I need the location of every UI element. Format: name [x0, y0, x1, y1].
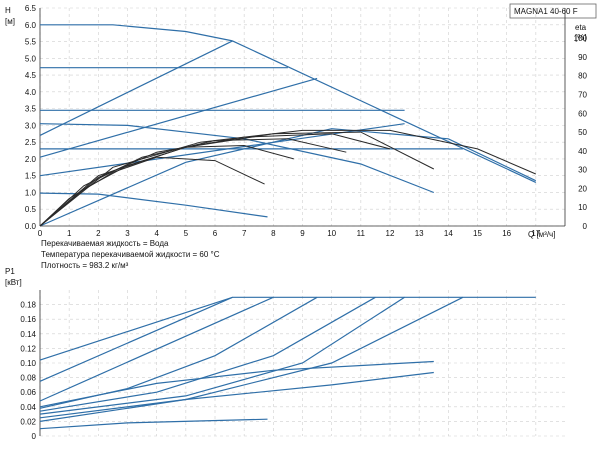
- p1-tick-label: 0.02: [20, 417, 36, 426]
- eta-tick-label: 10: [578, 203, 587, 212]
- p1-tick-label: 0.18: [20, 301, 36, 310]
- h-axis-label: H: [5, 6, 11, 15]
- power-curve: [39, 296, 376, 412]
- head-curve: [39, 77, 318, 158]
- power-curve: [39, 296, 318, 409]
- q-tick-label: 5: [184, 229, 189, 238]
- q-tick-label: 17: [531, 229, 540, 238]
- note-density: Плотность = 983.2 кг/м³: [41, 261, 129, 270]
- eta-tick-label: 70: [578, 91, 587, 100]
- h-tick-label: 1.5: [25, 172, 37, 181]
- head-curve: [39, 123, 435, 194]
- eta-tick-label: 0: [583, 222, 588, 231]
- p1-axis-label: P1: [5, 267, 15, 276]
- eta-tick-label: 100: [574, 34, 588, 43]
- q-tick-label: 7: [242, 229, 247, 238]
- head-curve: [39, 40, 233, 136]
- h-tick-label: 0.5: [25, 205, 37, 214]
- q-tick-label: 10: [327, 229, 336, 238]
- efficiency-curve: [39, 129, 536, 227]
- chart-title: MAGNA1 40-60 F: [514, 7, 578, 16]
- note-temperature: Температура перекачиваемой жидкости = 60…: [41, 250, 220, 259]
- q-tick-label: 2: [96, 229, 101, 238]
- power-curve: [39, 296, 274, 402]
- h-tick-label: 0.0: [25, 222, 37, 231]
- power-curve: [39, 296, 536, 361]
- eta-tick-label: 30: [578, 166, 587, 175]
- eta-tick-label: 90: [578, 53, 587, 62]
- h-tick-label: 5.5: [25, 38, 37, 47]
- q-tick-label: 8: [271, 229, 276, 238]
- q-tick-label: 6: [213, 229, 218, 238]
- h-tick-label: 6.5: [25, 4, 37, 13]
- efficiency-curve: [39, 131, 435, 227]
- power-curve: [39, 360, 434, 408]
- power-curve: [39, 296, 405, 415]
- power-curve: [39, 296, 464, 419]
- head-curve: [39, 128, 537, 227]
- power-curve: [39, 418, 268, 430]
- eta-axis-label: eta: [575, 23, 587, 32]
- eta-tick-label: 80: [578, 72, 587, 81]
- q-tick-label: 14: [444, 229, 453, 238]
- h-tick-label: 2.0: [25, 155, 37, 164]
- head-curve: [232, 40, 537, 183]
- q-tick-label: 15: [473, 229, 482, 238]
- p1-tick-label: 0.04: [20, 403, 36, 412]
- q-axis-label: Q [м³/ч]: [528, 230, 555, 239]
- q-tick-label: 16: [502, 229, 511, 238]
- p1-tick-label: 0.10: [20, 359, 36, 368]
- p1-tick-label: 0: [32, 432, 37, 441]
- head-curve: [39, 192, 268, 218]
- title-box: [509, 3, 597, 19]
- p1-tick-label: 0.08: [20, 374, 36, 383]
- note-fluid: Перекачиваемая жидкость = Вода: [41, 239, 169, 248]
- h-tick-label: 2.5: [25, 138, 37, 147]
- h-tick-label: 4.5: [25, 71, 37, 80]
- q-tick-label: 13: [415, 229, 424, 238]
- q-tick-label: 1: [67, 229, 72, 238]
- h-tick-label: 1.0: [25, 188, 37, 197]
- head-curve: [39, 123, 405, 177]
- eta-tick-label: 20: [578, 184, 587, 193]
- head-eta-plot: 0.0 0.5 1.0 1.5 2.0 2.5 3.0 3.5 4.0 4.5 5.0 5.5 6.0 6…: [25, 4, 588, 238]
- q-tick-label: 0: [38, 229, 43, 238]
- p1-tick-label: 0.12: [20, 344, 36, 353]
- p1-tick-label: 0.16: [20, 315, 36, 324]
- eta-axis-unit: [%]: [575, 33, 587, 42]
- h-tick-label: 3.0: [25, 121, 37, 130]
- efficiency-curve: [39, 138, 347, 227]
- q-tick-label: 4: [154, 229, 159, 238]
- q-tick-label: 9: [300, 229, 305, 238]
- power-plot: 0 0.02 0.04 0.06 0.08 0.10 0.12 0.14 0.16 0.18: [20, 290, 565, 441]
- efficiency-curve: [39, 156, 265, 227]
- power-curve: [39, 296, 233, 382]
- p1-axis-unit: [кВт]: [5, 278, 22, 287]
- h-axis-unit: [м]: [5, 17, 15, 26]
- q-tick-label: 12: [386, 229, 395, 238]
- q-tick-label: 11: [357, 229, 366, 238]
- p1-tick-label: 0.06: [20, 388, 36, 397]
- p1-tick-label: 0.14: [20, 330, 36, 339]
- h-tick-label: 5.0: [25, 54, 37, 63]
- h-tick-label: 3.5: [25, 105, 37, 114]
- eta-tick-label: 60: [578, 109, 587, 118]
- eta-tick-label: 40: [578, 147, 587, 156]
- eta-tick-label: 50: [578, 128, 587, 137]
- head-curve: [40, 24, 233, 42]
- h-tick-label: 6.0: [25, 21, 37, 30]
- q-tick-label: 3: [125, 229, 130, 238]
- power-curve: [39, 371, 434, 422]
- h-tick-label: 4.0: [25, 88, 37, 97]
